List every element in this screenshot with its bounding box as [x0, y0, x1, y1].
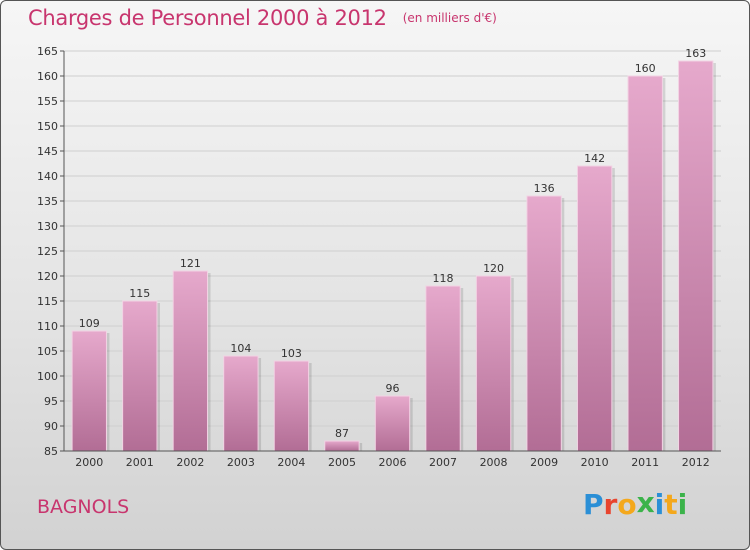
bars: [71, 60, 716, 452]
y-tick-label: 125: [37, 245, 58, 258]
data-label: 96: [386, 382, 400, 395]
data-labels: 109 115 121 104 103 87 96 118 120 136 142 160 163: [79, 47, 706, 440]
bar-2000[interactable]: [71, 330, 107, 452]
y-tick-label: 115: [37, 295, 58, 308]
x-tick-label: 2002: [176, 456, 204, 469]
chart-title: Charges de Personnel 2000 à 2012 (en mill…: [28, 6, 497, 30]
y-tick-label: 160: [37, 70, 58, 83]
x-tick-label: 2000: [75, 456, 103, 469]
bar-2006[interactable]: [374, 395, 411, 452]
logo-letter: i: [654, 488, 665, 521]
y-tick-label: 120: [37, 270, 58, 283]
proxiti-logo[interactable]: Proxiti: [583, 486, 688, 521]
y-tick-label: 85: [44, 445, 58, 458]
y-tick-label: 90: [44, 420, 58, 433]
logo-letter: x: [636, 486, 655, 519]
bar-2005[interactable]: [324, 440, 360, 452]
city-name: BAGNOLS: [37, 496, 130, 518]
y-tick-label: 145: [37, 145, 58, 158]
data-label: 115: [129, 287, 150, 300]
x-tick-label: 2007: [429, 456, 457, 469]
y-tick-label: 100: [37, 370, 58, 383]
x-tick-label: 2010: [581, 456, 609, 469]
bar-2004[interactable]: [273, 360, 310, 452]
data-label: 103: [281, 347, 302, 360]
x-tick-label: 2003: [227, 456, 255, 469]
y-tick-label: 140: [37, 170, 58, 183]
bar-2010[interactable]: [576, 165, 613, 452]
bar-2008[interactable]: [475, 275, 512, 452]
logo-letter: r: [603, 488, 618, 521]
y-axis: 85 90 95 100 105 110 115 120 125 130 135 140 145 150 1…: [37, 45, 65, 458]
bar-2003[interactable]: [223, 355, 259, 452]
chart-title-text: Charges de Personnel 2000 à 2012: [28, 6, 387, 30]
x-tick-label: 2008: [480, 456, 508, 469]
y-tick-label: 150: [37, 120, 58, 133]
x-tick-label: 2004: [277, 456, 305, 469]
data-label: 87: [335, 427, 349, 440]
bar-2007[interactable]: [425, 285, 461, 452]
data-label: 118: [433, 272, 454, 285]
y-tick-label: 135: [37, 195, 58, 208]
y-tick-label: 110: [37, 320, 58, 333]
chart-subtitle: (en milliers d'€): [402, 11, 497, 25]
x-tick-label: 2009: [530, 456, 558, 469]
data-label: 136: [534, 182, 555, 195]
bar-2001[interactable]: [122, 300, 158, 452]
y-tick-label: 105: [37, 345, 58, 358]
data-label: 163: [685, 47, 706, 60]
x-tick-label: 2006: [379, 456, 407, 469]
data-label: 121: [180, 257, 201, 270]
x-tick-label: 2011: [631, 456, 659, 469]
logo-letter: o: [617, 488, 637, 521]
bar-2009[interactable]: [526, 195, 562, 452]
data-label: 120: [483, 262, 504, 275]
x-tick-label: 2001: [126, 456, 154, 469]
x-axis: 2000 2001 2002 2003 2004 2005 2006 2007 2008 2009…: [64, 450, 721, 469]
data-label: 104: [230, 342, 251, 355]
logo-letter: t: [664, 488, 678, 521]
y-tick-label: 130: [37, 220, 58, 233]
y-tick-label: 165: [37, 45, 58, 58]
x-tick-label: 2012: [682, 456, 710, 469]
data-label: 142: [584, 152, 605, 165]
bar-2011[interactable]: [627, 75, 663, 452]
y-tick-label: 95: [44, 395, 58, 408]
data-label: 109: [79, 317, 100, 330]
logo-letter: P: [583, 488, 604, 521]
x-tick-label: 2005: [328, 456, 356, 469]
data-label: 160: [635, 62, 656, 75]
bar-2002[interactable]: [172, 270, 209, 452]
bar-2012[interactable]: [678, 60, 714, 452]
y-tick-label: 155: [37, 95, 58, 108]
logo-letter: i: [677, 488, 688, 521]
